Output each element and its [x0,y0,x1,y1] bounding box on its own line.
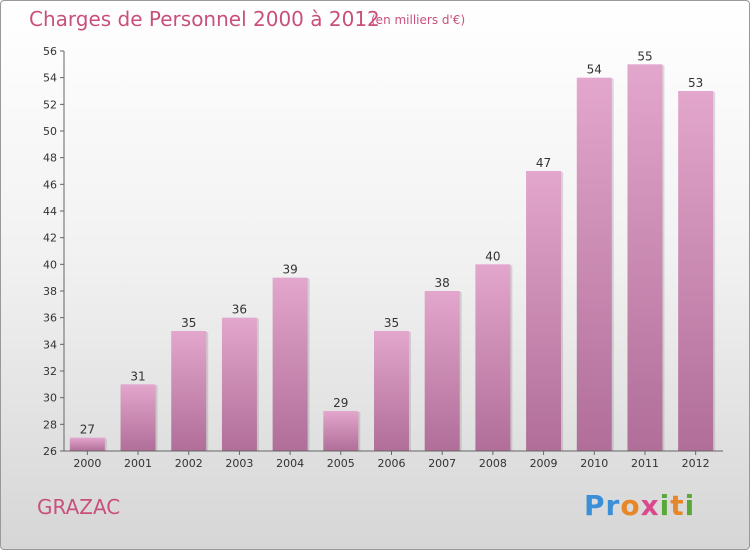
x-tick-label-2000: 2000 [73,457,101,470]
bar-2007 [424,291,460,451]
x-tick-label-2005: 2005 [327,457,355,470]
y-tick-label: 38 [43,285,57,298]
y-tick-label: 26 [43,445,57,458]
data-label-2001: 31 [130,369,145,383]
data-label-2009: 47 [536,156,551,170]
bar-2004 [272,277,308,451]
chart-title: Charges de Personnel 2000 à 2012 [29,7,380,31]
bar-2008 [475,264,511,451]
data-label-2000: 27 [80,423,95,437]
x-tick-label-2008: 2008 [479,457,507,470]
data-label-2004: 39 [282,263,297,277]
y-tick-label: 34 [43,338,57,351]
data-label-2012: 53 [688,76,703,90]
y-tick-label: 52 [43,98,57,111]
bar-2010 [576,77,612,452]
bar-2005 [323,411,359,451]
y-tick-label: 54 [43,72,57,85]
bar-2009 [526,171,562,451]
y-tick-label: 36 [43,312,57,325]
x-tick-label-2011: 2011 [631,457,659,470]
y-tick-label: 48 [43,152,57,165]
bar-2000 [69,437,105,451]
bar-2012 [678,91,714,451]
chart-unit: (en milliers d'€) [371,13,466,27]
y-tick-label: 56 [43,45,57,58]
y-tick-label: 50 [43,125,57,138]
y-tick-label: 40 [43,258,57,271]
data-label-2007: 38 [435,276,450,290]
bar-2011 [627,64,663,452]
y-tick-label: 42 [43,232,57,245]
data-label-2005: 29 [333,396,348,410]
y-tick-label: 44 [43,205,57,218]
bar-2002 [171,331,207,451]
data-label-2010: 54 [587,63,602,77]
bar-2006 [374,331,409,451]
x-tick-label-2002: 2002 [175,457,203,470]
x-tick-label-2010: 2010 [580,457,608,470]
data-label-2006: 35 [384,316,399,330]
y-tick-label: 32 [43,365,57,378]
x-tick-label-2006: 2006 [378,457,406,470]
data-label-2003: 36 [232,303,247,317]
x-axis: 2000 2001 2002 2003 2004 2005 2006 2007 2008 2009… [64,450,723,470]
x-tick-label-2004: 2004 [276,457,304,470]
y-tick-label: 28 [43,418,57,431]
bar-2003 [221,317,257,451]
location-name: GRAZAC [37,495,121,519]
x-tick-label-2007: 2007 [428,457,456,470]
x-tick-label-2009: 2009 [530,457,558,470]
x-tick-label-2003: 2003 [225,457,253,470]
x-tick-label-2001: 2001 [124,457,152,470]
y-tick-label: 30 [43,392,57,405]
data-label-2002: 35 [181,316,196,330]
bar-2001 [120,384,156,451]
bars: 27 31 35 36 39 29 35 38 40 47 54 55 53 [69,49,716,452]
x-tick-label-2012: 2012 [682,457,710,470]
y-axis: 26 28 30 32 34 36 38 40 42 44 46 48 50 52 54 56 [43,45,65,458]
y-tick-label: 46 [43,178,57,191]
proxiti-logo[interactable]: Proxiti [584,489,696,522]
data-label-2008: 40 [485,249,500,263]
data-label-2011: 55 [637,49,652,63]
